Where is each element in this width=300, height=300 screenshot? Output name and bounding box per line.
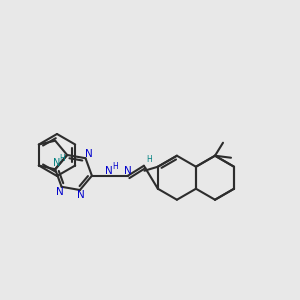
- Text: H: H: [59, 154, 65, 163]
- Text: H: H: [112, 162, 118, 171]
- Text: N: N: [124, 166, 132, 176]
- Text: N: N: [85, 149, 92, 159]
- Text: N: N: [77, 190, 85, 200]
- Text: H: H: [146, 155, 152, 164]
- Text: N: N: [52, 158, 60, 168]
- Text: N: N: [56, 187, 64, 197]
- Text: N: N: [105, 166, 113, 176]
